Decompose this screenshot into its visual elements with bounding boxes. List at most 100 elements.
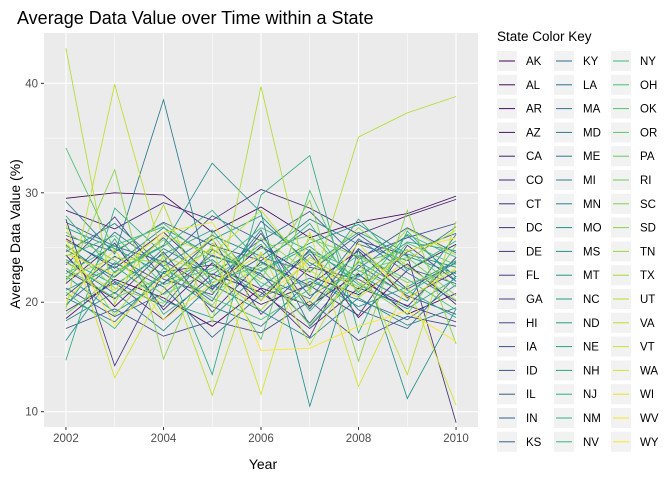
series-line-wa	[65, 224, 457, 406]
legend-label: UT	[640, 294, 655, 306]
legend-label: VA	[640, 318, 655, 330]
series-line-fl	[65, 238, 457, 315]
x-tick-label: 2004	[151, 433, 177, 445]
legend-entry-nm: NM	[554, 408, 601, 428]
legend-label: PA	[640, 151, 655, 163]
series-line-va	[65, 84, 457, 397]
legend-label: DC	[526, 223, 543, 235]
legend-entry-ks: KS	[497, 431, 542, 452]
x-tick-label: 2006	[248, 433, 274, 445]
legend-entry-me: ME	[554, 146, 601, 167]
legend-entry-ct: CT	[497, 193, 541, 214]
legend-entry-nd: ND	[554, 312, 600, 333]
y-axis-title: Average Data Value (%)	[7, 159, 23, 309]
series-line-tx	[65, 228, 457, 317]
series-line-sc	[65, 232, 457, 304]
x-tick-label: 2010	[443, 433, 469, 445]
legend-label: AL	[526, 80, 541, 92]
legend-label: IL	[526, 389, 536, 401]
legend-label: IA	[526, 342, 537, 354]
series-line-vt	[65, 209, 457, 299]
legend-label: AR	[526, 104, 542, 116]
legend-label: MA	[583, 104, 601, 116]
legend-label: NY	[640, 56, 656, 68]
series-line-al	[65, 192, 457, 239]
legend-label: HI	[526, 318, 538, 330]
legend-label: MT	[583, 270, 600, 282]
legend-entry-il: IL	[497, 384, 536, 405]
legend-entry-nh: NH	[554, 360, 600, 381]
legend-entry-mo: MO	[554, 217, 602, 238]
legend-label: ND	[583, 318, 600, 330]
legend-label: SC	[640, 199, 656, 211]
legend-entry-mt: MT	[554, 265, 600, 286]
legend-entry-ky: KY	[554, 51, 599, 71]
legend-entry-ar: AR	[497, 98, 542, 119]
y-axis-ticks: 10 20 30 40	[25, 78, 44, 419]
legend-label: MD	[583, 127, 601, 139]
series-line-dc	[65, 218, 457, 423]
legend-label: SD	[640, 223, 656, 235]
legend-entry-oh: OH	[611, 74, 657, 95]
legend-entry-nv: NV	[554, 431, 599, 452]
legend-entry-wi: WI	[611, 384, 654, 405]
legend-entry-ut: UT	[611, 289, 655, 309]
legend-label: MS	[583, 246, 601, 258]
legend-entry-nc: NC	[554, 289, 600, 309]
legend-entry-ia: IA	[497, 336, 537, 357]
series-line-mt	[65, 259, 457, 313]
legend-label: FL	[526, 270, 540, 282]
x-axis-title: Year	[249, 456, 278, 472]
legend-entry-fl: FL	[497, 265, 540, 286]
series-line-wv	[65, 221, 457, 301]
legend-label: MN	[583, 199, 601, 211]
legend-label: WV	[640, 413, 659, 425]
legend-label: NE	[583, 342, 599, 354]
legend-label: NM	[583, 413, 601, 425]
legend-label: ME	[583, 151, 601, 163]
x-tick-label: 2008	[346, 433, 372, 445]
legend-entry-ok: OK	[611, 98, 657, 119]
legend-label: OH	[640, 80, 657, 92]
legend-label: NC	[583, 294, 600, 306]
legend-entry-sd: SD	[611, 217, 656, 238]
legend-label: NV	[583, 437, 599, 449]
legend-entry-in: IN	[497, 408, 538, 428]
legend-entry-ri: RI	[611, 170, 652, 190]
legend-label: CO	[526, 175, 543, 187]
legend-entry-md: MD	[554, 122, 601, 143]
legend-entry-or: OR	[611, 122, 657, 143]
series-line-ut	[65, 48, 457, 324]
legend-entry-co: CO	[497, 170, 543, 190]
legend-entry-hi: HI	[497, 312, 538, 333]
legend-entry-va: VA	[611, 312, 655, 333]
legend-label: GA	[526, 294, 543, 306]
legend-label: LA	[583, 80, 597, 92]
series-line-sd	[65, 168, 457, 363]
legend-entry-tx: TX	[611, 265, 655, 286]
legend-entry-nj: NJ	[554, 384, 597, 405]
legend-entry-wy: WY	[611, 431, 659, 452]
x-axis-ticks: 2002 2004 2006 2008 2010	[53, 427, 469, 445]
legend-label: OR	[640, 127, 657, 139]
legend-label: TN	[640, 246, 655, 258]
legend-label: WY	[640, 437, 659, 449]
legend-label: AZ	[526, 127, 541, 139]
legend-label: MI	[583, 175, 596, 187]
legend-label: NJ	[583, 389, 597, 401]
series-line-ms	[65, 162, 457, 408]
legend-label: CT	[526, 199, 541, 211]
chart-title: Average Data Value over Time within a St…	[17, 8, 374, 28]
y-tick-label: 30	[25, 188, 38, 200]
legend-label: TX	[640, 270, 655, 282]
series-line-or	[65, 248, 457, 308]
legend-label: VT	[640, 342, 655, 354]
x-tick-label: 2002	[53, 433, 79, 445]
legend-entry-pa: PA	[611, 146, 655, 167]
series-line-ca	[65, 231, 457, 305]
legend-label: AK	[526, 56, 542, 68]
series-line-mo	[65, 224, 457, 271]
legend-label: ID	[526, 365, 538, 377]
legend-entry-sc: SC	[611, 193, 656, 214]
